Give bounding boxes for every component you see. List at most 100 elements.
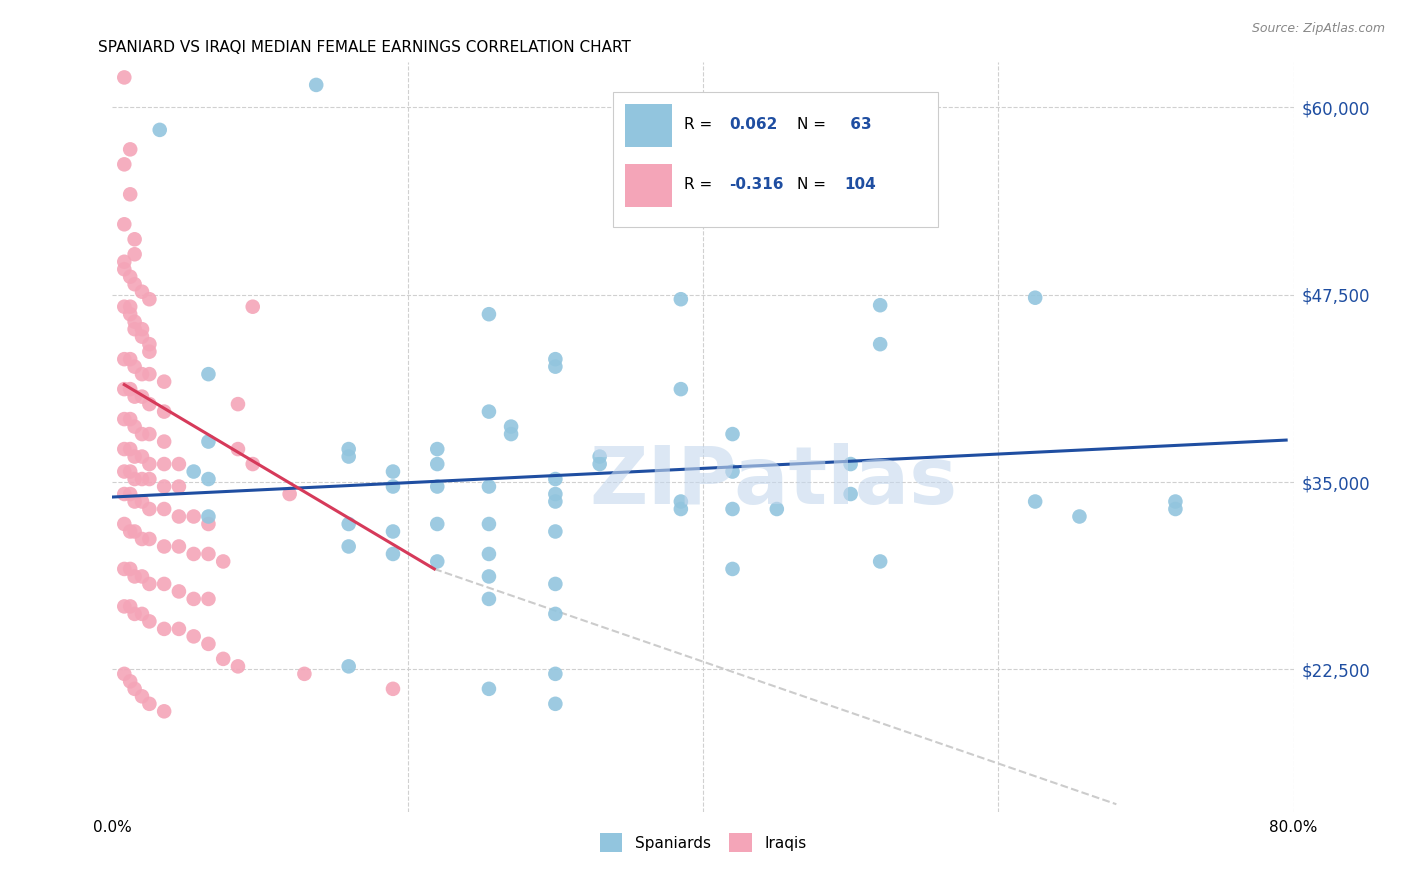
Point <box>120 442 142 456</box>
Point <box>124 247 146 261</box>
Point <box>124 315 146 329</box>
Point <box>305 78 328 92</box>
Point <box>153 375 176 389</box>
Point <box>721 427 744 442</box>
Point <box>226 442 249 456</box>
Point <box>131 607 153 621</box>
Point <box>112 217 135 231</box>
Point <box>426 479 449 493</box>
Point <box>112 487 135 501</box>
Point <box>120 269 142 284</box>
Point <box>167 584 190 599</box>
Point <box>131 367 153 381</box>
Point <box>124 472 146 486</box>
Point <box>869 337 891 351</box>
Point <box>337 516 360 531</box>
Point <box>124 681 146 696</box>
Point <box>120 674 142 689</box>
Point <box>839 457 862 471</box>
Point <box>124 232 146 246</box>
Point <box>197 637 219 651</box>
Point <box>120 187 142 202</box>
Point <box>112 442 135 456</box>
Point <box>278 487 301 501</box>
Point <box>120 599 142 614</box>
Point <box>501 427 523 442</box>
Point <box>1024 291 1046 305</box>
Point <box>382 479 405 493</box>
Point <box>138 344 160 359</box>
Point <box>183 509 205 524</box>
Point <box>138 697 160 711</box>
Point <box>382 465 405 479</box>
Text: N =: N = <box>797 117 831 132</box>
Point <box>869 554 891 568</box>
Point <box>153 540 176 554</box>
Point <box>167 479 190 493</box>
Point <box>124 277 146 292</box>
Point <box>120 382 142 396</box>
Point <box>153 577 176 591</box>
Point <box>120 562 142 576</box>
Point <box>138 427 160 442</box>
Point <box>112 254 135 268</box>
Point <box>669 502 692 516</box>
Legend: Spaniards, Iraqis: Spaniards, Iraqis <box>593 827 813 858</box>
Point <box>478 479 501 493</box>
Bar <box>626 103 672 147</box>
Point <box>292 666 315 681</box>
Point <box>1024 494 1046 508</box>
Point <box>426 516 449 531</box>
Text: ZIPatlas: ZIPatlas <box>589 443 957 521</box>
Point <box>588 450 610 464</box>
Point <box>153 502 176 516</box>
Point <box>337 442 360 456</box>
Point <box>478 591 501 606</box>
Point <box>112 157 135 171</box>
Point <box>669 292 692 306</box>
Point <box>112 666 135 681</box>
Point <box>588 457 610 471</box>
Bar <box>626 163 672 207</box>
FancyBboxPatch shape <box>613 93 938 227</box>
Point <box>112 382 135 396</box>
Text: 0.062: 0.062 <box>728 117 778 132</box>
Point <box>721 465 744 479</box>
Point <box>183 629 205 643</box>
Point <box>138 337 160 351</box>
Point <box>120 412 142 426</box>
Point <box>112 262 135 277</box>
Point <box>183 547 205 561</box>
Point <box>124 322 146 336</box>
Point <box>478 681 501 696</box>
Point <box>478 547 501 561</box>
Point <box>138 532 160 546</box>
Point <box>183 465 205 479</box>
Point <box>131 285 153 299</box>
Point <box>197 547 219 561</box>
Point <box>153 704 176 718</box>
Point <box>501 419 523 434</box>
Point <box>167 622 190 636</box>
Point <box>120 487 142 501</box>
Point <box>124 390 146 404</box>
Text: N =: N = <box>797 178 831 192</box>
Point <box>112 599 135 614</box>
Point <box>153 479 176 493</box>
Point <box>197 434 219 449</box>
Point <box>138 615 160 629</box>
Point <box>138 577 160 591</box>
Point <box>120 352 142 367</box>
Point <box>120 465 142 479</box>
Point <box>138 457 160 471</box>
Point <box>721 502 744 516</box>
Point <box>112 352 135 367</box>
Point <box>426 457 449 471</box>
Point <box>337 540 360 554</box>
Point <box>131 322 153 336</box>
Point <box>544 359 567 374</box>
Text: Source: ZipAtlas.com: Source: ZipAtlas.com <box>1251 22 1385 36</box>
Point <box>544 472 567 486</box>
Point <box>669 382 692 396</box>
Point <box>478 516 501 531</box>
